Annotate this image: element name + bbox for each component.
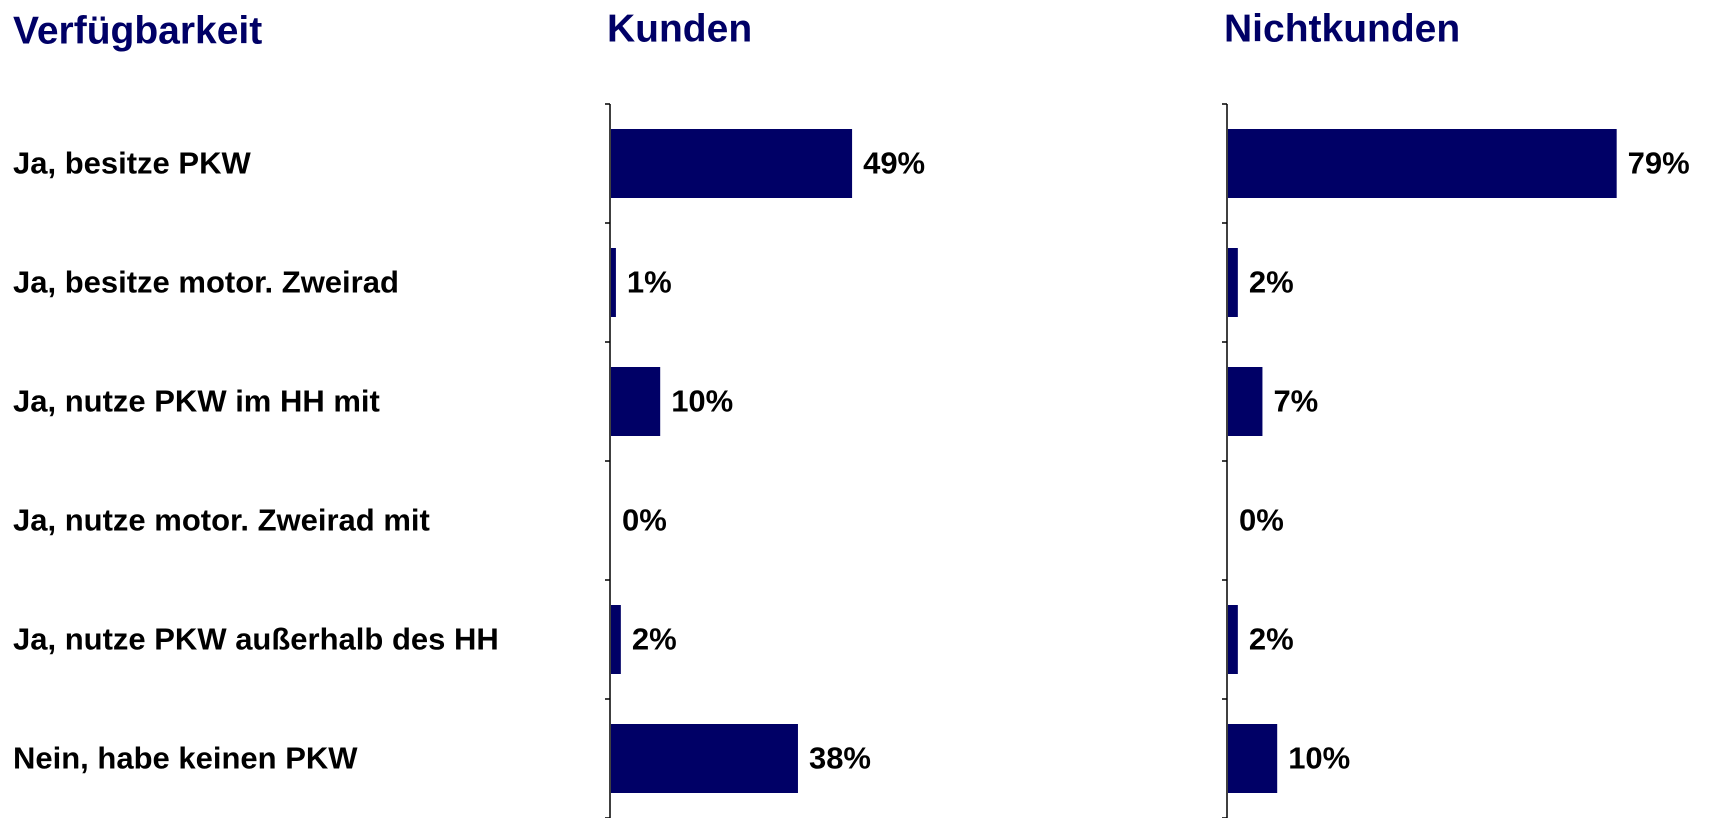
bar bbox=[611, 248, 616, 317]
bar bbox=[611, 724, 798, 793]
value-label: 2% bbox=[1249, 265, 1294, 300]
bar bbox=[611, 129, 853, 198]
value-label: 1% bbox=[627, 265, 672, 300]
bar bbox=[1228, 724, 1278, 793]
value-label: 10% bbox=[1288, 741, 1350, 776]
value-label: 10% bbox=[671, 384, 733, 419]
value-label: 2% bbox=[1249, 622, 1294, 657]
bar bbox=[1228, 367, 1263, 436]
category-label: Ja, nutze PKW außerhalb des HH bbox=[13, 622, 499, 657]
bar bbox=[1228, 129, 1617, 198]
chart-title: Nichtkunden bbox=[1224, 7, 1460, 50]
value-label: 2% bbox=[632, 622, 677, 657]
category-label: Nein, habe keinen PKW bbox=[13, 741, 358, 776]
value-label: 38% bbox=[809, 741, 871, 776]
value-label: 0% bbox=[1239, 503, 1284, 538]
value-label: 49% bbox=[863, 146, 925, 181]
category-label: Ja, nutze motor. Zweirad mit bbox=[13, 503, 430, 538]
category-label: Ja, nutze PKW im HH mit bbox=[13, 384, 380, 419]
category-label: Ja, besitze PKW bbox=[13, 146, 251, 181]
value-label: 0% bbox=[622, 503, 667, 538]
bar bbox=[1228, 248, 1238, 317]
value-label: 79% bbox=[1628, 146, 1690, 181]
value-label: 7% bbox=[1273, 384, 1318, 419]
category-label: Ja, besitze motor. Zweirad bbox=[13, 265, 399, 300]
chart-title: Kunden bbox=[607, 7, 752, 50]
bar bbox=[1228, 605, 1238, 674]
category-header: Verfügbarkeit bbox=[13, 9, 262, 52]
bar bbox=[611, 367, 661, 436]
bar bbox=[611, 605, 621, 674]
